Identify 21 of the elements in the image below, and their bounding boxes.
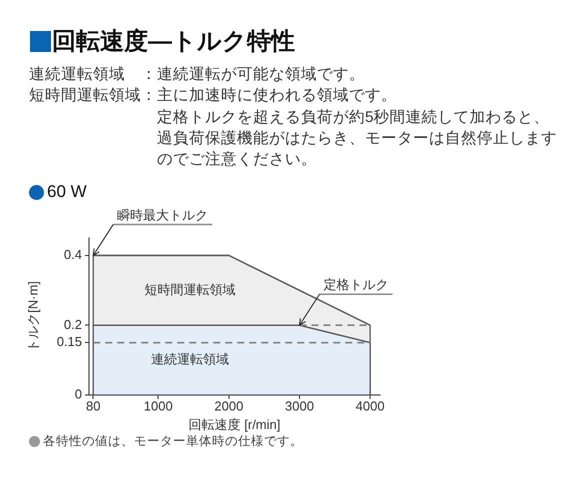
y-tick-label: 0.4 bbox=[64, 247, 82, 262]
text: 定格トルクを超える負荷が約5秒間連続して加わると、過負荷保護機能がはたらき、モーターは自然停止しますのでご注意ください。 bbox=[157, 108, 558, 170]
series-label: 短時間運転領域 bbox=[144, 282, 236, 297]
x-tick-label: 2000 bbox=[214, 398, 244, 414]
y-tick-label: 0.15 bbox=[56, 334, 82, 350]
annotation: 瞬時最大トルク bbox=[117, 207, 208, 222]
y-axis-title: トルク[N·m] bbox=[25, 281, 40, 352]
text: 短時間運転領域：主に加速時に使われる領域です。 bbox=[29, 86, 398, 106]
x-tick-label: 80 bbox=[86, 398, 100, 414]
annotation: 定格トルク bbox=[323, 277, 388, 292]
text: 各特性の値は、モーター単体時の仕様です。 bbox=[43, 433, 303, 449]
x-axis-title: 回転速度 [r/min] bbox=[188, 416, 280, 432]
chart-title: 回転速度―トルク特性 bbox=[52, 27, 295, 57]
x-tick-label: 1000 bbox=[144, 398, 173, 414]
x-tick-label: 3000 bbox=[285, 398, 314, 414]
series-label: 連続運転領域 bbox=[151, 352, 230, 367]
y-tick-label: 0 bbox=[74, 386, 82, 402]
x-tick-label: 4000 bbox=[356, 398, 385, 414]
chart-subtitle: 60 W bbox=[47, 182, 87, 202]
text: 連続運転領域 ：連続運転が可能な領域です。 bbox=[29, 65, 366, 85]
y-tick-label: 0.2 bbox=[64, 316, 82, 332]
